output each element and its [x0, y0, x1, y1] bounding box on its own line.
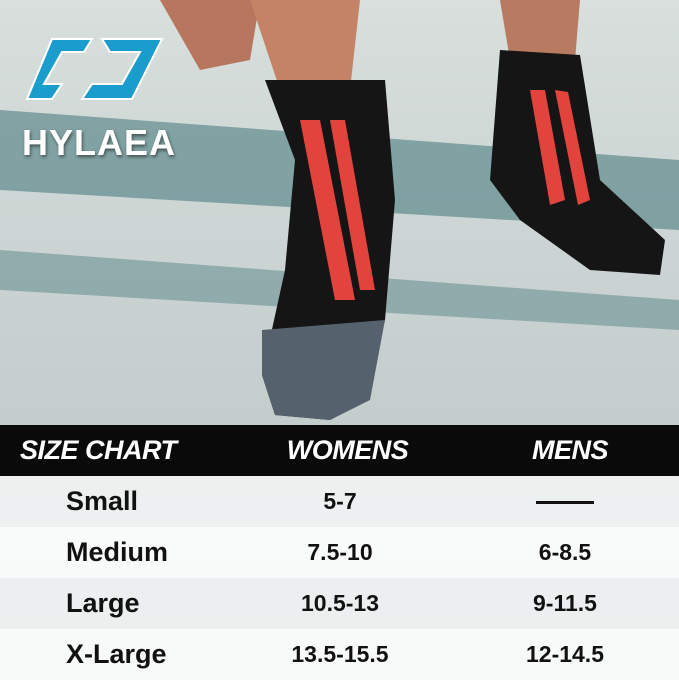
brand-name: HYLAEA	[22, 122, 177, 163]
header-size-chart: SIZE CHART	[20, 435, 177, 465]
mens-size: 6-8.5	[538, 539, 592, 565]
womens-size: 7.5-10	[307, 539, 373, 565]
table-row: X-Large 13.5-15.5 12-14.5	[0, 629, 679, 680]
mens-size-none	[470, 488, 660, 515]
table-row: Small 5-7	[0, 476, 679, 527]
mens-size: 9-11.5	[533, 590, 597, 616]
size-chart-header: SIZE CHART WOMENS MENS	[0, 425, 679, 476]
womens-size: 13.5-15.5	[291, 641, 389, 667]
header-womens: WOMENS	[286, 435, 409, 465]
size-label: Small	[66, 486, 139, 516]
size-chart-table: SIZE CHART WOMENS MENS Small 5-7 Medium …	[0, 425, 679, 680]
size-label: X-Large	[66, 639, 167, 669]
brand-logo-icon	[25, 38, 164, 100]
header-mens: MENS	[531, 435, 609, 465]
womens-size: 5-7	[323, 488, 357, 514]
size-label: Large	[66, 588, 140, 618]
dash-icon	[536, 501, 594, 505]
table-row: Large 10.5-13 9-11.5	[0, 578, 679, 629]
mens-size: 12-14.5	[525, 641, 604, 667]
table-row: Medium 7.5-10 6-8.5	[0, 527, 679, 578]
womens-size: 10.5-13	[300, 590, 379, 616]
size-label: Medium	[66, 537, 169, 567]
